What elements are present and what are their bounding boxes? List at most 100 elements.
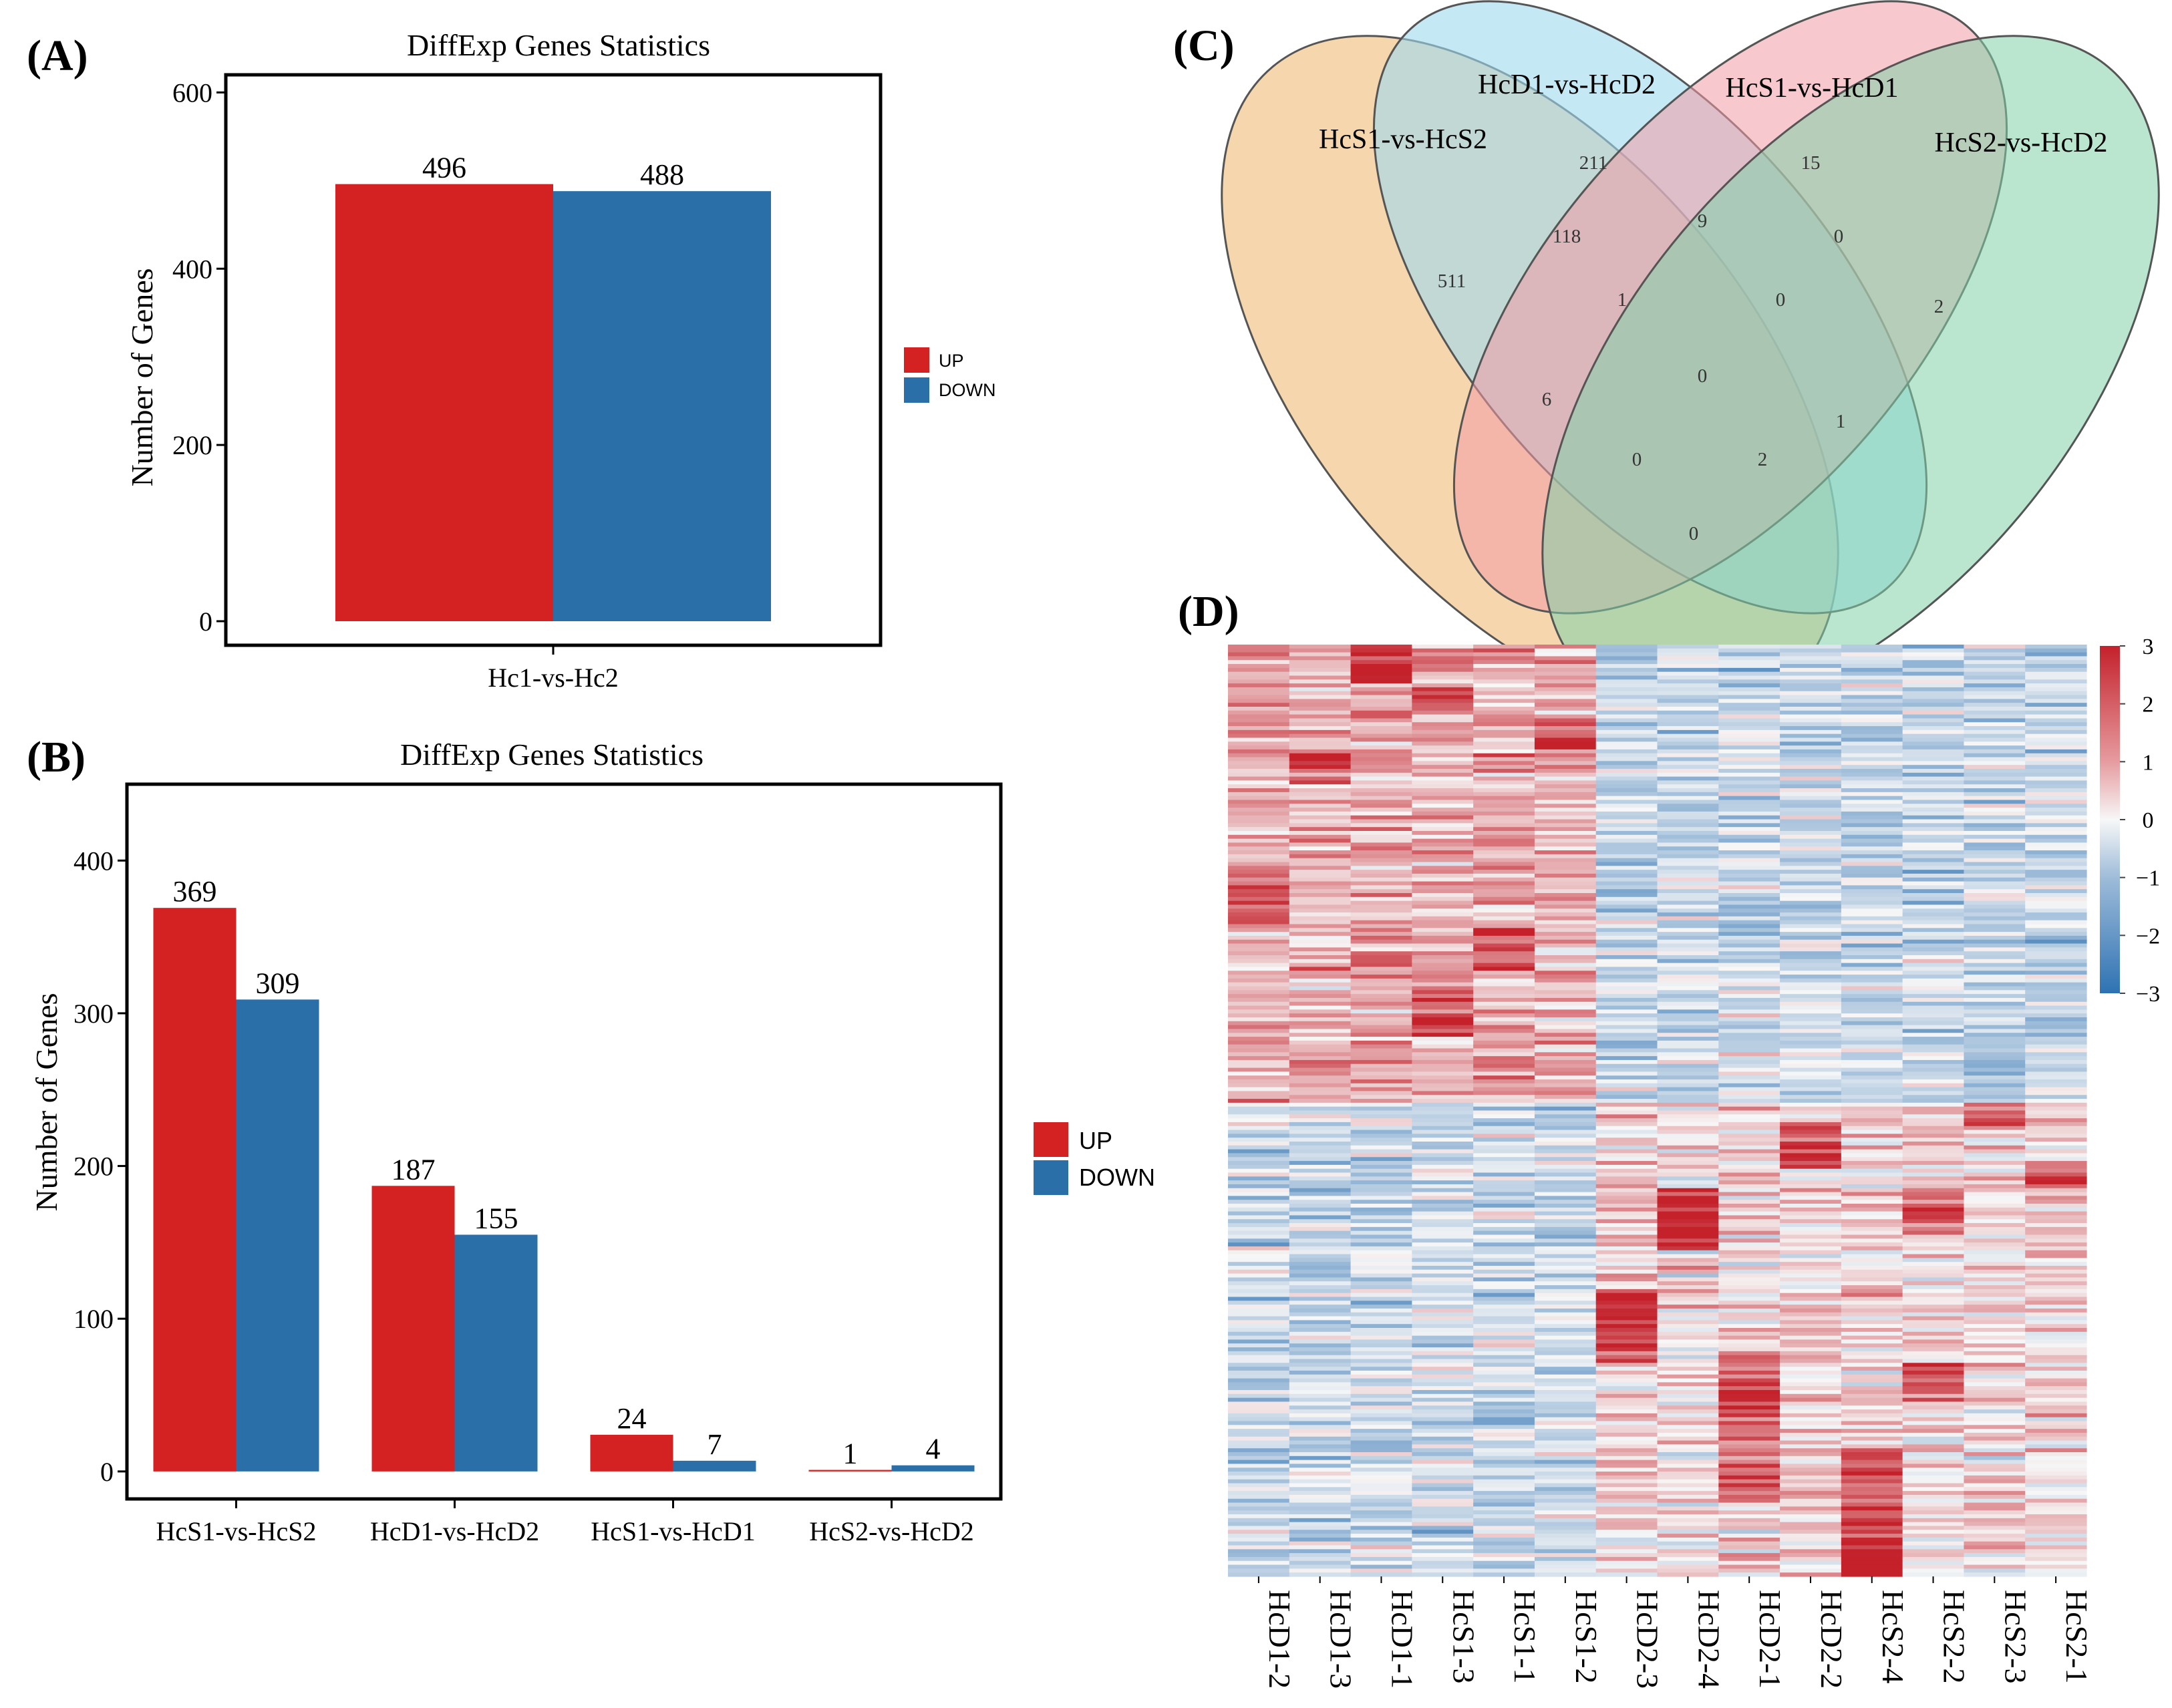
heatmap-cell: [1902, 664, 1965, 669]
heatmap-cell: [1780, 1560, 1842, 1566]
heatmap-cell: [1902, 1180, 1965, 1185]
heatmap-cell: [1350, 745, 1412, 750]
heatmap-cell: [2025, 1067, 2087, 1072]
heatmap-cell: [1350, 1071, 1412, 1076]
heatmap-cell: [1412, 1246, 1474, 1251]
heatmap-cell: [1412, 1425, 1474, 1429]
heatmap-cell: [1228, 1320, 1290, 1325]
heatmap-cell: [1841, 1184, 1903, 1189]
heatmap-cell: [1228, 1180, 1290, 1185]
heatmap-cell: [1412, 912, 1474, 917]
heatmap-cell: [1473, 1071, 1535, 1076]
heatmap-cell: [1718, 753, 1780, 758]
heatmap-cell: [1964, 1106, 2026, 1112]
heatmap-cell: [1595, 885, 1658, 890]
heatmap-cell: [1841, 1359, 1903, 1363]
heatmap-cell: [1595, 1498, 1658, 1504]
heatmap-col-label-hcs1-2: HcS1-2: [1569, 1590, 1603, 1684]
heatmap-cell: [1473, 714, 1535, 719]
heatmap-cell: [1841, 1335, 1903, 1341]
heatmap-cell: [1350, 1005, 1412, 1010]
heatmap-cell: [1657, 1367, 1719, 1371]
heatmap-cell: [1289, 870, 1352, 874]
heatmap-cell: [1534, 1102, 1597, 1107]
heatmap-cell: [1657, 1215, 1719, 1220]
heatmap-cell: [1657, 714, 1719, 719]
heatmap-cell: [1595, 893, 1658, 898]
heatmap-cell: [1902, 1266, 1965, 1270]
heatmap-cell: [1595, 1033, 1658, 1037]
heatmap-cell: [1412, 695, 1474, 699]
heatmap-cell: [1657, 1464, 1719, 1468]
heatmap-cell: [1228, 939, 1290, 945]
heatmap-col-label-hcs1-1: HcS1-1: [1508, 1590, 1542, 1684]
heatmap-cell: [1289, 1219, 1352, 1224]
heatmap-cell: [1289, 858, 1352, 863]
heatmap-cell: [1718, 703, 1780, 707]
heatmap-cell: [1412, 1172, 1474, 1177]
heatmap-cell: [1595, 1142, 1658, 1146]
heatmap-cell: [1780, 645, 1842, 649]
heatmap-cell: [1964, 737, 2026, 742]
heatmap-cell: [1964, 1142, 2026, 1146]
heatmap-cell: [2025, 1013, 2087, 1018]
heatmap-cells: [1228, 645, 2087, 1577]
heatmap-cell: [1228, 1289, 1290, 1294]
heatmap-cell: [1718, 1386, 1780, 1391]
heatmap-cell: [1228, 1429, 1290, 1433]
heatmap-cell: [1657, 1071, 1719, 1076]
heatmap-cell: [1902, 1126, 1965, 1131]
heatmap-cell: [1534, 912, 1597, 917]
heatmap-cell: [1595, 1005, 1658, 1010]
heatmap-cell: [1718, 1312, 1780, 1317]
heatmap-cell: [1718, 1444, 1780, 1449]
heatmap-cell: [1964, 975, 2026, 979]
heatmap-cell: [2025, 920, 2087, 925]
heatmap-cell: [1780, 1568, 1842, 1573]
heatmap-cell: [1902, 1491, 1965, 1496]
heatmap-cell: [1350, 1324, 1412, 1329]
heatmap-cell: [1534, 1001, 1597, 1007]
heatmap-cell: [1780, 1099, 1842, 1103]
heatmap-cell: [1473, 1063, 1535, 1069]
heatmap-cell: [1964, 1425, 2026, 1429]
heatmap-cell: [1657, 1204, 1719, 1208]
heatmap-cell: [1780, 870, 1842, 874]
heatmap-cell: [1534, 1335, 1597, 1341]
heatmap-cell: [1350, 683, 1412, 688]
heatmap-cell: [1964, 780, 2026, 785]
heatmap-cell: [1289, 1367, 1352, 1371]
heatmap-cell: [1534, 1293, 1597, 1298]
heatmap-cell: [1289, 1005, 1352, 1010]
heatmap-cell: [1412, 1102, 1474, 1107]
heatmap-cell: [1964, 1460, 2026, 1465]
heatmap-cell: [1964, 703, 2026, 707]
heatmap-cell: [1350, 1448, 1412, 1453]
heatmap-cell: [1964, 1188, 2026, 1193]
heatmap-cell: [1841, 1401, 1903, 1406]
heatmap-cell: [1289, 1246, 1352, 1251]
heatmap-cell: [1350, 784, 1412, 789]
heatmap-cell: [1228, 1487, 1290, 1492]
heatmap-cell: [1412, 1405, 1474, 1410]
heatmap-cell: [1595, 1460, 1658, 1465]
heatmap-cell: [1718, 935, 1780, 941]
heatmap-cell: [1780, 703, 1842, 707]
heatmap-cell: [1289, 1200, 1352, 1204]
heatmap-cell: [1595, 967, 1658, 971]
heatmap-cell: [1718, 1289, 1780, 1294]
heatmap-cell: [1350, 1297, 1412, 1301]
heatmap-cell: [1902, 1347, 1965, 1352]
heatmap-cell: [1289, 920, 1352, 925]
heatmap-cell: [1780, 1378, 1842, 1383]
heatmap-cell: [2025, 1122, 2087, 1127]
heatmap-cell: [1841, 1161, 1903, 1166]
heatmap-cell: [1350, 838, 1412, 844]
heatmap-cell: [1228, 1305, 1290, 1309]
heatmap-cell: [1657, 1134, 1719, 1138]
heatmap-cell: [2025, 823, 2087, 828]
heatmap-cell: [1902, 1464, 1965, 1468]
heatmap-cell: [1534, 889, 1597, 894]
heatmap-cell: [1534, 997, 1597, 1003]
heatmap-cell: [1902, 1479, 1965, 1484]
